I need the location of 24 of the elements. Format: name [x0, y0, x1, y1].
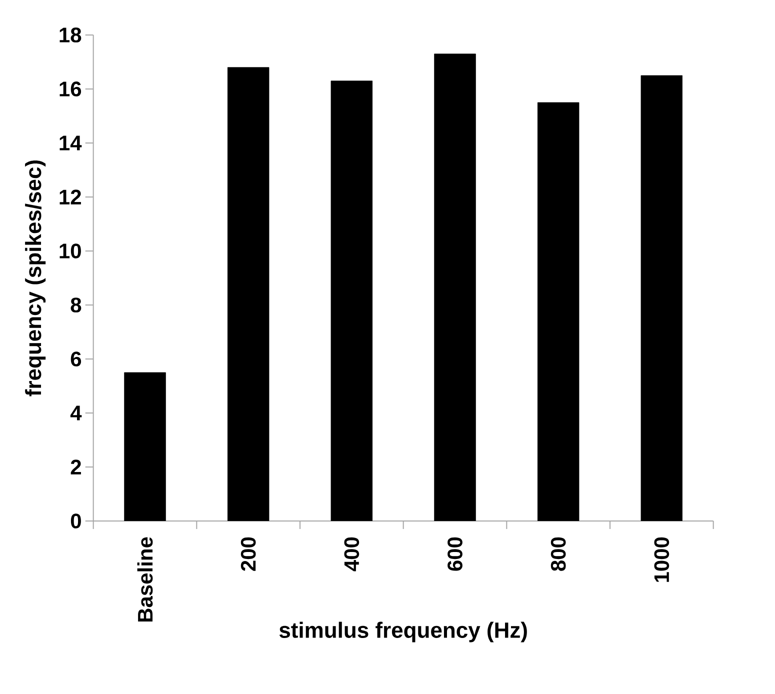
y-tick-label: 10: [60, 244, 81, 258]
y-tick-label: 8: [70, 298, 82, 312]
bar: [640, 75, 683, 521]
bar: [537, 102, 580, 521]
y-axis-title: frequency (spikes/sec): [25, 160, 46, 396]
bar: [434, 54, 476, 521]
bar: [124, 372, 166, 521]
y-tick-label: 6: [70, 352, 82, 366]
x-tick-label: 400: [344, 537, 360, 572]
y-tick-label: 18: [60, 28, 82, 42]
x-tick-label: 1000: [654, 537, 670, 582]
y-tick-label: 12: [60, 190, 81, 204]
x-axis-title: stimulus frequency (Hz): [279, 622, 527, 642]
x-tick-label: Baseline: [137, 537, 153, 622]
y-tick-label: 0: [70, 514, 81, 528]
bar: [227, 67, 270, 521]
y-tick-label: 16: [60, 82, 82, 96]
x-tick-label: 800: [550, 537, 566, 571]
x-tick-label: 600: [448, 537, 462, 571]
y-tick-label: 2: [70, 460, 81, 474]
bar: [330, 80, 373, 521]
x-tick-label: 200: [240, 537, 256, 571]
y-tick-label: 14: [60, 136, 82, 150]
y-tick-label: 4: [70, 406, 82, 420]
